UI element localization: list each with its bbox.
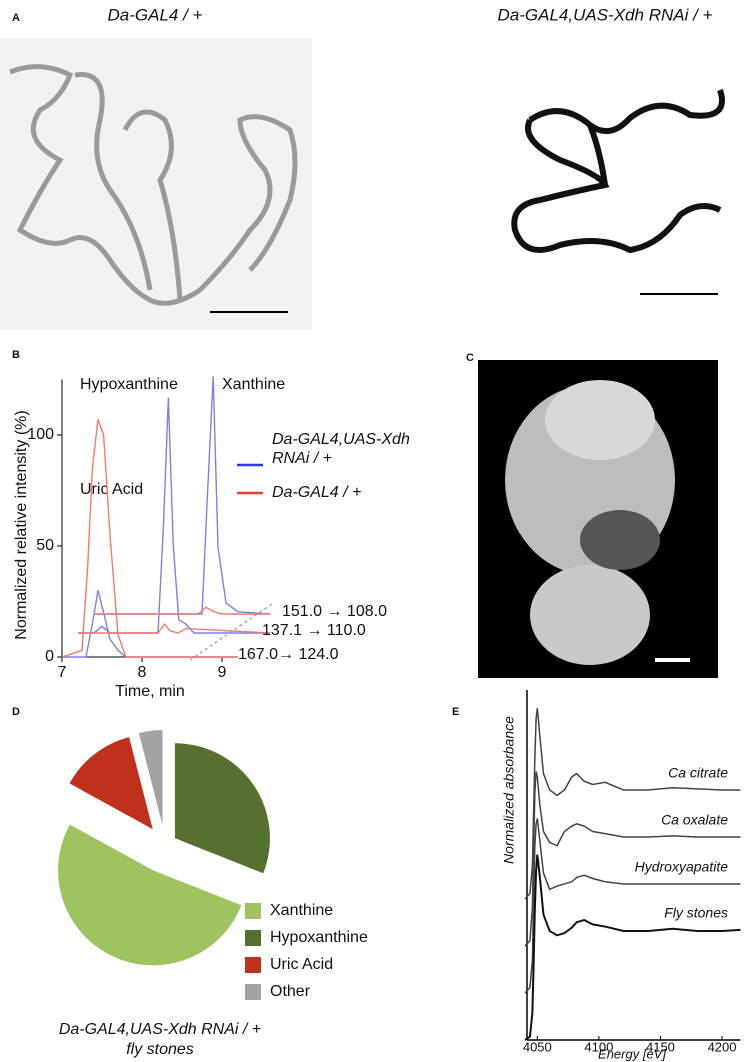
legend-label: Hypoxanthine	[270, 929, 368, 946]
annotation: Xanthine	[222, 376, 285, 393]
tubule-drawing	[9, 64, 298, 306]
legend-swatch	[245, 984, 261, 1000]
pie-slice	[58, 824, 242, 966]
x-tick-label: 4150	[646, 1039, 675, 1054]
series-label: Fly stones	[664, 905, 728, 921]
y-tick-label: 0	[45, 648, 54, 665]
series-label: Ca oxalate	[661, 812, 728, 828]
legend-swatch	[245, 957, 261, 973]
panel-label: D	[12, 706, 20, 718]
legend-swatch	[245, 903, 261, 919]
chromatogram-trace	[78, 622, 271, 634]
panel-label: A	[12, 12, 20, 24]
pie-slice	[69, 737, 153, 830]
perspective-line	[189, 603, 273, 661]
panel-label: E	[452, 706, 459, 718]
pie-slice	[138, 730, 163, 826]
annotation: Hypoxanthine	[80, 376, 178, 393]
x-tick-label: 7	[58, 664, 67, 681]
legend-label: Da-GAL4,UAS-Xdh RNAi / +	[272, 431, 410, 467]
y-tick-label: 50	[36, 537, 54, 554]
legend-swatch	[245, 930, 261, 946]
trace-label: 151.0 → 108.0	[282, 603, 387, 620]
series-label: Hydroxyapatite	[635, 859, 729, 875]
legend-label: Xanthine	[270, 902, 333, 919]
trace-label: 137.1 → 110.0	[262, 622, 366, 639]
spectrum-line	[524, 771, 741, 947]
tubule-drawing	[511, 89, 725, 254]
panel-title: Da-GAL4,UAS-Xdh RNAi / +	[498, 5, 713, 24]
y-axis-label: Normalized relative intensity (%)	[13, 410, 30, 639]
stone-image	[530, 565, 650, 665]
trace-label: 167.0→ 124.0	[238, 646, 339, 663]
spectrum-line	[524, 854, 741, 1041]
y-tick-label: 100	[27, 426, 54, 443]
chart-subtitle: fly stones	[126, 1041, 194, 1058]
x-tick-label: 4100	[584, 1039, 613, 1054]
x-tick-label: 4050	[523, 1039, 552, 1054]
stone-image	[580, 510, 660, 570]
legend-label: Da-GAL4 / +	[272, 484, 362, 501]
chart-title: Da-GAL4,UAS-Xdh RNAi / +	[59, 1021, 261, 1038]
panel-title: Da-GAL4 / +	[108, 5, 203, 24]
x-tick-label: 8	[138, 664, 147, 681]
micrograph-background	[0, 38, 312, 330]
pie-slice	[174, 743, 270, 874]
chromatogram-trace	[61, 419, 238, 658]
chromatogram-trace	[94, 606, 270, 615]
stone-image	[545, 380, 655, 460]
x-tick-label: 4200	[708, 1039, 737, 1054]
chromatogram-trace	[62, 590, 238, 658]
chromatogram-trace	[94, 376, 271, 615]
spectrum-line	[524, 818, 741, 994]
spectrum-line	[524, 708, 741, 900]
x-tick-label: 9	[218, 664, 227, 681]
x-axis-label: Energy [eV]	[598, 1046, 666, 1061]
chromatogram-trace	[78, 397, 270, 634]
panel-label: B	[12, 349, 20, 361]
panel-label: C	[466, 352, 474, 364]
annotation: Uric Acid	[80, 481, 143, 498]
x-axis-label: Time, min	[115, 683, 185, 700]
series-label: Ca citrate	[668, 765, 728, 781]
legend-label: Uric Acid	[270, 956, 333, 973]
legend-label: Other	[270, 983, 311, 1000]
y-axis-label: Normalized absorbance	[501, 716, 517, 864]
